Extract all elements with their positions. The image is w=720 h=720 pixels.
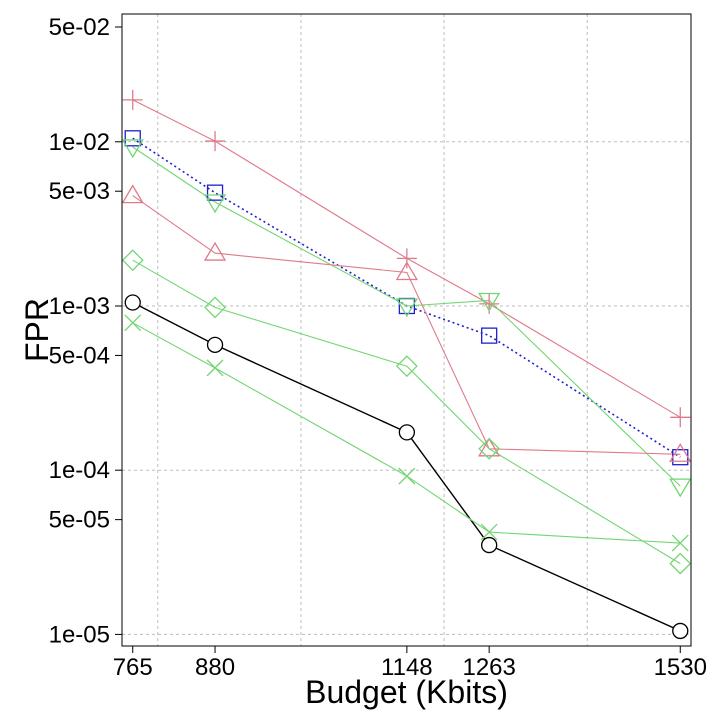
- point-triangle-down: [395, 298, 418, 318]
- series-line-triangle-up: [132, 195, 681, 455]
- point-triangle-up: [395, 261, 418, 281]
- point-circle: [481, 536, 498, 554]
- series-markers: [121, 89, 692, 640]
- plot-frame: [121, 13, 692, 647]
- point-circle: [124, 294, 141, 311]
- x-tick-label: 765: [113, 654, 153, 681]
- y-tick-label: 5e-03: [49, 178, 110, 205]
- x-tick-label: 1530: [654, 654, 707, 681]
- point-plus: [205, 131, 226, 152]
- point-diamond: [478, 437, 501, 460]
- point-x: [398, 467, 416, 485]
- y-tick-label: 5e-05: [49, 507, 110, 534]
- point-triangle-down: [478, 292, 501, 312]
- series-line-triangle-down: [132, 146, 681, 487]
- point-square: [481, 327, 498, 344]
- x-tick-label: 1263: [462, 654, 515, 681]
- point-diamond: [395, 355, 418, 378]
- point-plus: [396, 248, 417, 269]
- x-tick-label: 1148: [381, 654, 433, 681]
- y-tick-label: 5e-02: [49, 14, 110, 41]
- point-triangle-up: [478, 437, 501, 457]
- y-tick-label: 1e-03: [49, 293, 110, 320]
- point-plus: [670, 407, 691, 428]
- y-tick-label: 5e-04: [49, 342, 110, 369]
- y-tick-label: 1e-02: [49, 129, 110, 156]
- point-triangle-down: [669, 478, 692, 498]
- point-x: [206, 359, 224, 377]
- grid-lines: [122, 14, 691, 646]
- point-x: [671, 534, 689, 552]
- point-triangle-down: [121, 139, 144, 159]
- point-triangle-up: [669, 443, 692, 462]
- y-tick-label: 1e-05: [49, 621, 110, 648]
- point-diamond: [121, 249, 144, 272]
- point-square: [124, 130, 141, 147]
- point-diamond: [204, 296, 226, 319]
- point-circle: [672, 622, 689, 640]
- y-axis-title: FPR: [19, 298, 55, 362]
- series-lines: [132, 99, 681, 632]
- point-triangle-up: [203, 241, 227, 261]
- point-plus: [122, 89, 143, 110]
- point-x: [124, 314, 142, 332]
- axes: 5e-02 1e-02 5e-03 1e-03 5e-04 1e-04 5e-05 1e-05…: [49, 14, 707, 681]
- point-circle: [398, 424, 416, 441]
- point-x: [480, 523, 498, 541]
- point-triangle-down: [203, 194, 227, 214]
- y-tick-label: 1e-04: [49, 457, 110, 484]
- point-circle: [206, 336, 224, 353]
- point-diamond: [669, 552, 692, 575]
- point-square: [206, 184, 224, 201]
- x-tick-label: 880: [195, 654, 235, 681]
- series-line-diamond: [132, 259, 681, 565]
- point-triangle-up: [121, 184, 144, 204]
- x-axis-title: Budget (Kbits): [305, 674, 508, 710]
